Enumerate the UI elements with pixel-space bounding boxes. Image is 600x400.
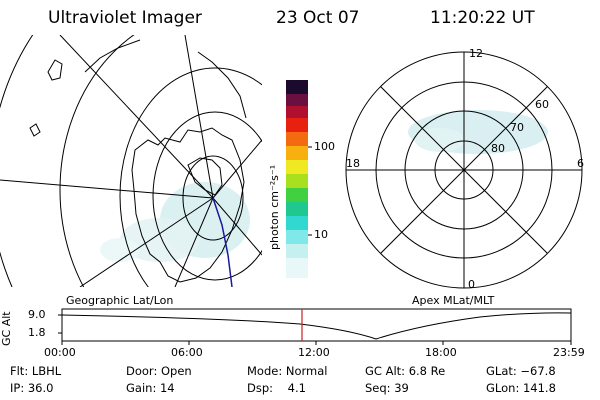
mlt-label-6: 6 <box>577 157 584 170</box>
xtick-2359: 23:59 <box>553 346 585 359</box>
mode-info: Mode: Normal <box>247 364 328 378</box>
altitude-ylabel: GC Alt <box>0 311 13 346</box>
xtick-1800: 18:00 <box>425 346 457 359</box>
dsp-info: Dsp: 4.1 <box>247 381 306 395</box>
orbit-track <box>212 197 233 287</box>
mlt-label-18: 18 <box>346 157 360 170</box>
xtick-0600: 06:00 <box>171 346 203 359</box>
glat-info: GLat: −67.8 <box>486 364 556 378</box>
filter-info: Flt: LBHL <box>10 364 62 378</box>
altitude-curve <box>61 312 572 340</box>
altitude-ytick-1-8: 1.8 <box>28 326 46 339</box>
instrument-title: Ultraviolet Imager <box>48 8 202 28</box>
right-panel-caption: Apex MLat/MLT <box>412 294 495 307</box>
colorbar-unit-label: photon cm⁻²s⁻¹ <box>268 164 281 250</box>
polar-plot <box>345 51 583 289</box>
altitude-plot <box>58 308 572 345</box>
date-label: 23 Oct 07 <box>276 8 360 28</box>
mlat-label-80: 80 <box>491 142 505 155</box>
mlat-label-70: 70 <box>510 121 524 134</box>
mlat-label-60: 60 <box>535 98 549 111</box>
gain-info: Gain: 14 <box>126 381 175 395</box>
seq-info: Seq: 39 <box>365 381 409 395</box>
ip-info: IP: 36.0 <box>10 381 54 395</box>
colorbar <box>286 80 312 278</box>
xtick-0000: 00:00 <box>44 346 76 359</box>
colorbar-tick-100: 100 <box>314 140 335 153</box>
time-label: 11:20:22 UT <box>430 8 535 28</box>
door-info: Door: Open <box>126 364 192 378</box>
mlt-label-0: 0 <box>468 278 475 291</box>
colorbar-tick-10: 10 <box>314 228 328 241</box>
mlt-label-12: 12 <box>469 47 483 60</box>
glon-info: GLon: 141.8 <box>486 381 556 395</box>
gc-alt-info: GC Alt: 6.8 Re <box>365 364 446 378</box>
altitude-ytick-9: 9.0 <box>28 308 46 321</box>
xtick-1200: 12:00 <box>298 346 330 359</box>
left-panel-caption: Geographic Lat/Lon <box>66 294 174 307</box>
